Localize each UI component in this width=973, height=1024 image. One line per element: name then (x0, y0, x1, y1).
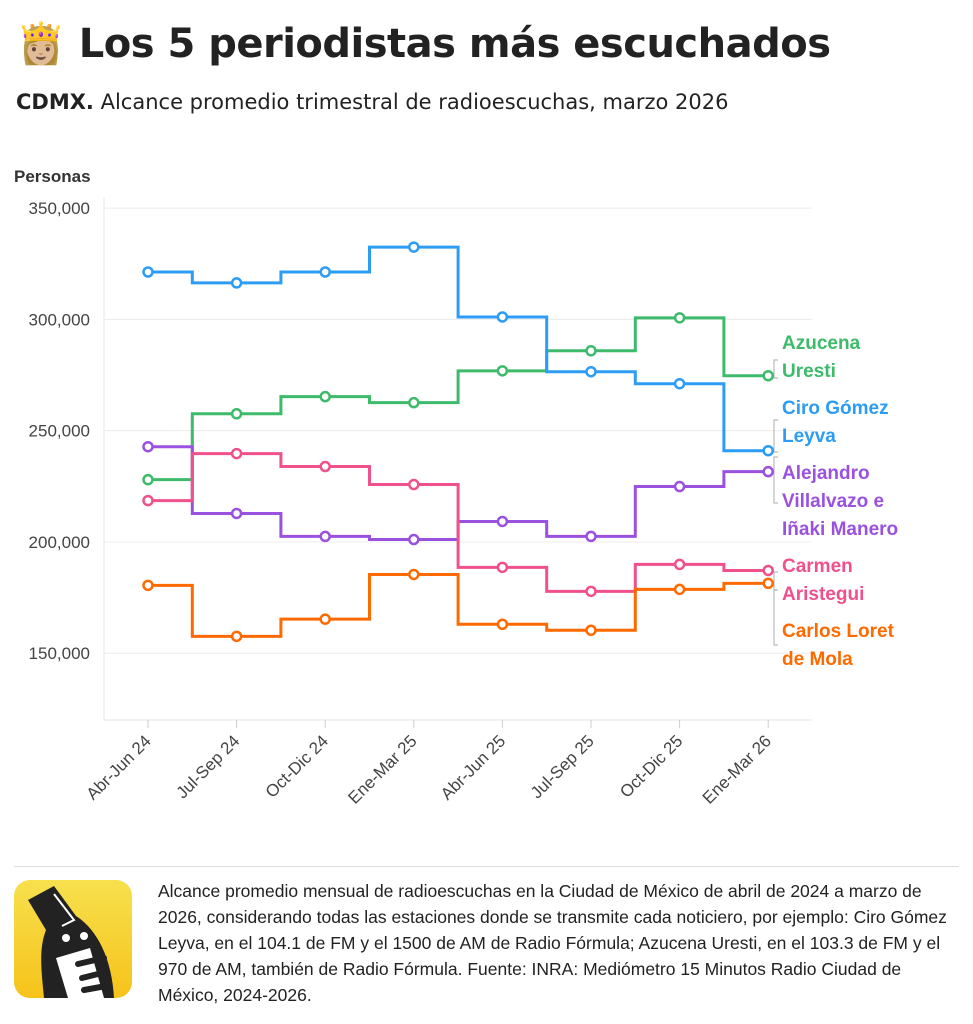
x-tick-label: Abr-Jun 24 (83, 731, 155, 803)
data-point (230, 408, 243, 420)
y-tick-label: 350,000 (29, 199, 90, 218)
data-point (496, 365, 509, 377)
data-point (230, 447, 243, 460)
data-point (142, 494, 154, 507)
y-tick-label: 300,000 (29, 310, 90, 329)
data-point (585, 585, 597, 598)
data-point (496, 561, 509, 574)
data-point (230, 507, 243, 520)
mascot-icon (28, 886, 114, 998)
series-line (148, 245, 769, 453)
data-point (408, 396, 420, 409)
data-point (408, 241, 420, 253)
label-alejandro: Alejandro Villalvazo e Iñaki Manero (782, 460, 898, 544)
data-point (408, 533, 420, 546)
label-line: Aristegui (782, 584, 865, 605)
y-tick-label: 150,000 (29, 644, 90, 663)
label-line: Carmen (782, 556, 853, 577)
x-tick-label: Jul-Sep 24 (173, 731, 244, 802)
x-tick-label: Oct-Dic 24 (262, 731, 332, 801)
label-ciro: Ciro Gómez Leyva (782, 395, 889, 451)
data-point (762, 444, 774, 457)
label-bracket (773, 456, 778, 504)
data-point (762, 369, 774, 382)
label-carlos: Carlos Loret de Mola (782, 618, 894, 674)
footer-divider (14, 866, 959, 867)
label-bracket (773, 571, 778, 591)
data-point (762, 577, 774, 590)
label-bracket (773, 359, 778, 379)
data-point (496, 311, 509, 323)
series-line (148, 572, 769, 638)
data-point (319, 530, 331, 543)
x-tick-label: Ene-Mar 26 (699, 731, 775, 807)
data-point (142, 440, 154, 453)
step-line-chart: Personas 150,000 200,000 250,000 300,000 350,… (14, 167, 812, 808)
footnote: Alcance promedio mensual de radioescucha… (158, 881, 947, 1005)
label-line: Azucena (782, 333, 861, 354)
data-point (585, 530, 597, 543)
data-point (762, 564, 774, 577)
data-point (496, 515, 509, 528)
label-bracket (773, 419, 778, 453)
label-line: Alejandro (782, 463, 870, 484)
x-tick-label: Oct-Dic 25 (616, 731, 686, 801)
data-point (585, 345, 597, 357)
label-line: Villalvazo e (782, 491, 885, 512)
data-point (673, 377, 686, 390)
label-azucena: Azucena Uresti (782, 330, 860, 386)
data-point (673, 558, 686, 571)
page-title: 👸🏼 Los 5 periodistas más escuchados (16, 20, 831, 67)
data-point (673, 312, 686, 324)
data-point (319, 266, 331, 278)
subtitle-bold: CDMX. (16, 90, 94, 114)
data-point (319, 390, 331, 403)
data-point (230, 277, 243, 289)
data-point (408, 568, 420, 581)
label-line: Uresti (782, 361, 836, 382)
x-tick-label: Ene-Mar 25 (344, 731, 420, 807)
data-point (585, 624, 597, 637)
x-tick-label: Abr-Jun 25 (437, 731, 509, 803)
data-point (762, 465, 774, 478)
data-point (673, 480, 686, 493)
label-line: Iñaki Manero (782, 519, 899, 540)
subtitle-text: Alcance promedio trimestral de radioescu… (93, 90, 729, 114)
data-point (230, 630, 243, 643)
brand-logo (14, 880, 132, 998)
label-line: de Mola (782, 649, 853, 670)
y-axis-title: Personas (14, 167, 91, 186)
data-point (496, 618, 509, 631)
label-carmen: Carmen Aristegui (782, 553, 864, 609)
princess-emoji-icon: 👸🏼 (16, 21, 66, 67)
data-point (585, 365, 597, 378)
data-point (408, 478, 420, 491)
page-subtitle: CDMX. Alcance promedio trimestral de rad… (16, 90, 728, 114)
title-text: Los 5 periodistas más escuchados (78, 21, 831, 67)
data-point (319, 613, 331, 625)
y-tick-label: 200,000 (29, 533, 90, 552)
series-line (148, 452, 769, 593)
data-point (142, 473, 154, 486)
data-point (142, 266, 154, 278)
x-tick-label: Jul-Sep 25 (527, 731, 598, 802)
label-line: Ciro Gómez (782, 398, 889, 419)
y-tick-label: 250,000 (29, 422, 90, 441)
label-bracket (773, 589, 778, 646)
label-line: Leyva (782, 426, 836, 447)
data-point (673, 583, 686, 596)
data-point (142, 579, 154, 592)
label-line: Carlos Loret (782, 621, 894, 642)
data-point (319, 460, 331, 473)
